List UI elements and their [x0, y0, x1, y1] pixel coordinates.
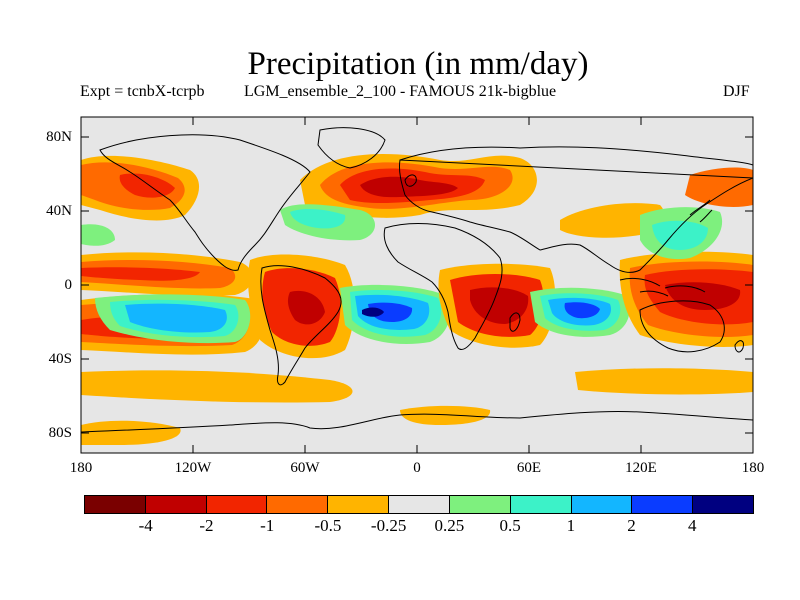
tick-marks [81, 117, 753, 453]
colorbar-swatch [693, 496, 753, 513]
field-so-orange-3 [400, 405, 491, 425]
colorbar-label: -0.5 [314, 516, 342, 535]
colorbar-label: 4 [688, 516, 697, 535]
field-sp-blue [125, 303, 227, 333]
coast-north-america [99, 134, 311, 271]
colorbar-label: -4 [138, 516, 153, 535]
field-ant-orange [81, 420, 181, 445]
colorbar-label: -2 [199, 516, 214, 535]
season-label: DJF [723, 83, 750, 100]
field-satl-darkblue [368, 302, 413, 322]
field-np-red [119, 173, 175, 198]
field-natl-cyan [290, 208, 346, 229]
colorbar-swatch [449, 496, 511, 513]
colorbar-swatch [267, 496, 329, 513]
colorbar-swatch [206, 496, 268, 513]
field-eq-green [81, 224, 115, 246]
coast-indonesia [619, 277, 706, 297]
colorbar-label: 2 [627, 516, 636, 535]
colorbar-swatch [632, 496, 694, 513]
coast-south-america [260, 265, 342, 386]
colorbar-label: 0.25 [434, 516, 465, 535]
field-wp-darkred [665, 282, 741, 310]
field-satl-navy [362, 307, 384, 317]
coast-uk [404, 174, 417, 187]
coast-australia [639, 300, 725, 353]
coastlines [81, 127, 753, 433]
lon-label-0: 0 [413, 460, 421, 476]
colorbar-swatch [328, 496, 390, 513]
lon-label-120w: 120W [174, 460, 212, 476]
colorbar-label: -0.25 [370, 516, 407, 535]
lat-label-0: 0 [64, 277, 73, 293]
coast-japan [689, 199, 713, 223]
field-io-darkblue [564, 302, 600, 319]
field-af-darkred [470, 287, 529, 324]
coast-antarctica [81, 410, 753, 433]
colorbar-label: 0.5 [499, 516, 521, 535]
coast-eurasia [399, 146, 753, 273]
colorbar-swatch [571, 496, 633, 513]
colorbar-label: 1 [566, 516, 576, 535]
coast-africa [383, 223, 503, 351]
lat-label-40s: 40S [48, 351, 72, 367]
coast-new-zealand [734, 340, 744, 353]
map-title: Precipitation (in mm/day) [247, 46, 589, 82]
coast-greenland [317, 127, 386, 169]
run-label: LGM_ensemble_2_100 - FAMOUS 21k-bigblue [244, 83, 557, 100]
lon-label-180e: 180 [741, 460, 765, 476]
field-ep-red [81, 267, 200, 281]
colorbar-swatch [510, 496, 572, 513]
anomaly-fields [81, 154, 753, 445]
lon-label-60e: 60E [516, 460, 542, 476]
lat-label-80n: 80N [46, 129, 72, 145]
colorbar-label: -1 [260, 516, 275, 535]
colorbar-swatch [145, 496, 207, 513]
field-so-orange [81, 370, 353, 403]
lon-label-60w: 60W [290, 460, 320, 476]
experiment-label: Expt = tcnbX-tcrpb [80, 83, 205, 100]
field-na-darkred [360, 176, 458, 198]
coast-madagascar [509, 312, 521, 332]
field-sa-darkred [287, 290, 325, 325]
lon-label-180w: 180 [69, 460, 93, 476]
lon-label-120e: 120E [625, 460, 657, 476]
lat-label-40n: 40N [46, 203, 72, 219]
field-jp-orange [560, 203, 664, 238]
field-so-orange-2 [575, 368, 753, 395]
lat-label-80s: 80S [48, 425, 72, 441]
colorbar-swatch [389, 496, 450, 513]
colorbar [84, 495, 754, 514]
colorbar-swatch [85, 496, 146, 513]
